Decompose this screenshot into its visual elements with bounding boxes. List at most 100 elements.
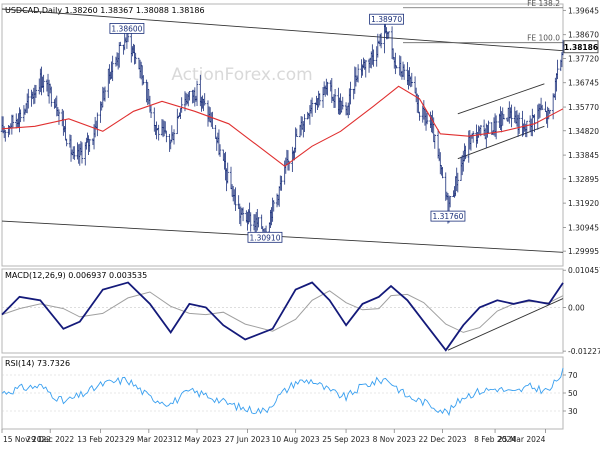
price-bar xyxy=(441,166,444,179)
price-bar xyxy=(180,97,183,113)
price-bar xyxy=(456,172,460,193)
price-bar xyxy=(341,96,344,110)
price-bar xyxy=(326,81,329,96)
price-bar xyxy=(410,72,413,87)
price-bar xyxy=(188,91,191,101)
price-bar xyxy=(548,109,552,115)
price-trendline-1 xyxy=(1,220,564,253)
annotation-box-2 xyxy=(247,231,283,243)
price-bar xyxy=(203,93,206,106)
price-bar xyxy=(349,81,352,105)
price-bar xyxy=(295,128,298,137)
price-trendline-2 xyxy=(457,83,545,115)
price-bar xyxy=(119,41,122,46)
price-y-tick-label: 1.37720 xyxy=(568,54,599,63)
macd-y-tick-label: -0.012276 xyxy=(568,347,600,356)
price-bar xyxy=(165,130,168,143)
macd-line xyxy=(1,281,564,352)
price-bar xyxy=(34,85,38,98)
price-bar xyxy=(310,97,314,117)
price-bar xyxy=(272,200,275,212)
annotation-label-1: 1.38970 xyxy=(371,15,402,24)
annotation-box-0 xyxy=(109,23,145,34)
price-bar xyxy=(448,196,452,208)
fib-label-0: FE 138.2 xyxy=(527,0,560,8)
price-bar xyxy=(80,142,84,164)
rsi-y-tick-label: 70 xyxy=(568,371,578,380)
x-tick-label: 25 Sep 2023 xyxy=(322,435,370,444)
price-panel-title: USDCAD,Daily 1.38260 1.38367 1.38088 1.3… xyxy=(5,6,205,15)
price-bar xyxy=(280,175,283,191)
x-tick-label: 13 Feb 2023 xyxy=(77,435,124,444)
x-tick-label: 29 Mar 2023 xyxy=(125,435,173,444)
price-bar xyxy=(556,59,559,80)
price-bar xyxy=(249,212,252,232)
axis-layer: 1.39645 1.38670 1.37720 1.36745 1.35770 1.348… xyxy=(1,6,600,444)
price-bar xyxy=(57,109,61,125)
price-bar xyxy=(103,86,107,102)
price-bar xyxy=(19,109,22,123)
price-bar xyxy=(425,113,429,125)
price-bar xyxy=(510,104,513,128)
price-y-tick-label: 1.34820 xyxy=(568,127,599,136)
price-y-tick-label: 1.32895 xyxy=(568,175,599,184)
price-bar xyxy=(387,31,390,39)
price-bar xyxy=(402,64,406,80)
price-bar xyxy=(379,32,383,49)
price-bar xyxy=(88,138,91,152)
price-y-tick-label: 1.31920 xyxy=(568,199,599,208)
price-bar xyxy=(149,105,153,119)
price-bar xyxy=(218,144,222,157)
annotation-label-2: 1.30910 xyxy=(249,233,280,242)
price-bar xyxy=(525,120,529,138)
macd-trendline xyxy=(447,298,564,351)
macd-y-tick-label: 0.00 xyxy=(568,303,585,312)
annotation-box-3 xyxy=(430,210,466,222)
price-series-layer: FE 138.2 FE 100.0 1.38600 1.38970 1.30910 1.3… xyxy=(0,0,565,253)
watermark: ActionForex.com xyxy=(171,65,312,85)
price-bar xyxy=(372,49,375,67)
x-tick-label: 10 Aug 2023 xyxy=(272,435,320,444)
price-bar xyxy=(257,217,260,228)
price-bar xyxy=(50,86,53,107)
current-price-label: 1.38186 xyxy=(564,43,598,52)
price-trendline-0 xyxy=(1,8,564,52)
rsi-line xyxy=(1,367,564,417)
annotation-label-3: 1.31760 xyxy=(432,212,463,221)
x-tick-label: 27 Jun 2023 xyxy=(225,435,270,444)
price-bar xyxy=(502,114,506,120)
price-bar xyxy=(540,104,544,110)
x-tick-label: 22 Dec 2023 xyxy=(419,435,467,444)
price-bar xyxy=(464,145,467,160)
x-tick-label: 25 Mar 2024 xyxy=(498,435,546,444)
price-bar xyxy=(364,60,367,78)
price-bar xyxy=(234,187,237,211)
x-tick-label: 29 Dec 2022 xyxy=(26,435,74,444)
macd-signal-line xyxy=(1,290,564,333)
current-price-box xyxy=(563,40,599,54)
x-tick-label: 8 Nov 2023 xyxy=(373,435,416,444)
price-bar xyxy=(395,65,398,69)
price-bar xyxy=(65,138,68,147)
price-bar xyxy=(517,112,521,134)
price-panel-frame xyxy=(1,3,564,267)
moving-average-line xyxy=(1,85,564,167)
x-tick-label: 8 Feb 2024 xyxy=(474,435,516,444)
price-bar xyxy=(333,88,337,108)
price-bar xyxy=(318,93,321,106)
price-bar xyxy=(42,74,45,93)
macd-series-layer xyxy=(1,281,564,352)
price-bar xyxy=(195,80,199,107)
fib-label-1: FE 100.0 xyxy=(527,34,560,43)
price-y-tick-label: 1.29995 xyxy=(568,247,599,256)
price-bar xyxy=(241,207,245,222)
price-bar xyxy=(356,64,360,83)
price-bar xyxy=(134,52,137,64)
price-y-tick-label: 1.33845 xyxy=(568,151,599,160)
price-y-tick-label: 1.35770 xyxy=(568,103,599,112)
price-bar xyxy=(226,162,229,184)
price-bar xyxy=(433,134,437,149)
x-tick-label: 15 Nov 2022 xyxy=(3,435,51,444)
rsi-y-tick-label: 50 xyxy=(568,389,578,398)
